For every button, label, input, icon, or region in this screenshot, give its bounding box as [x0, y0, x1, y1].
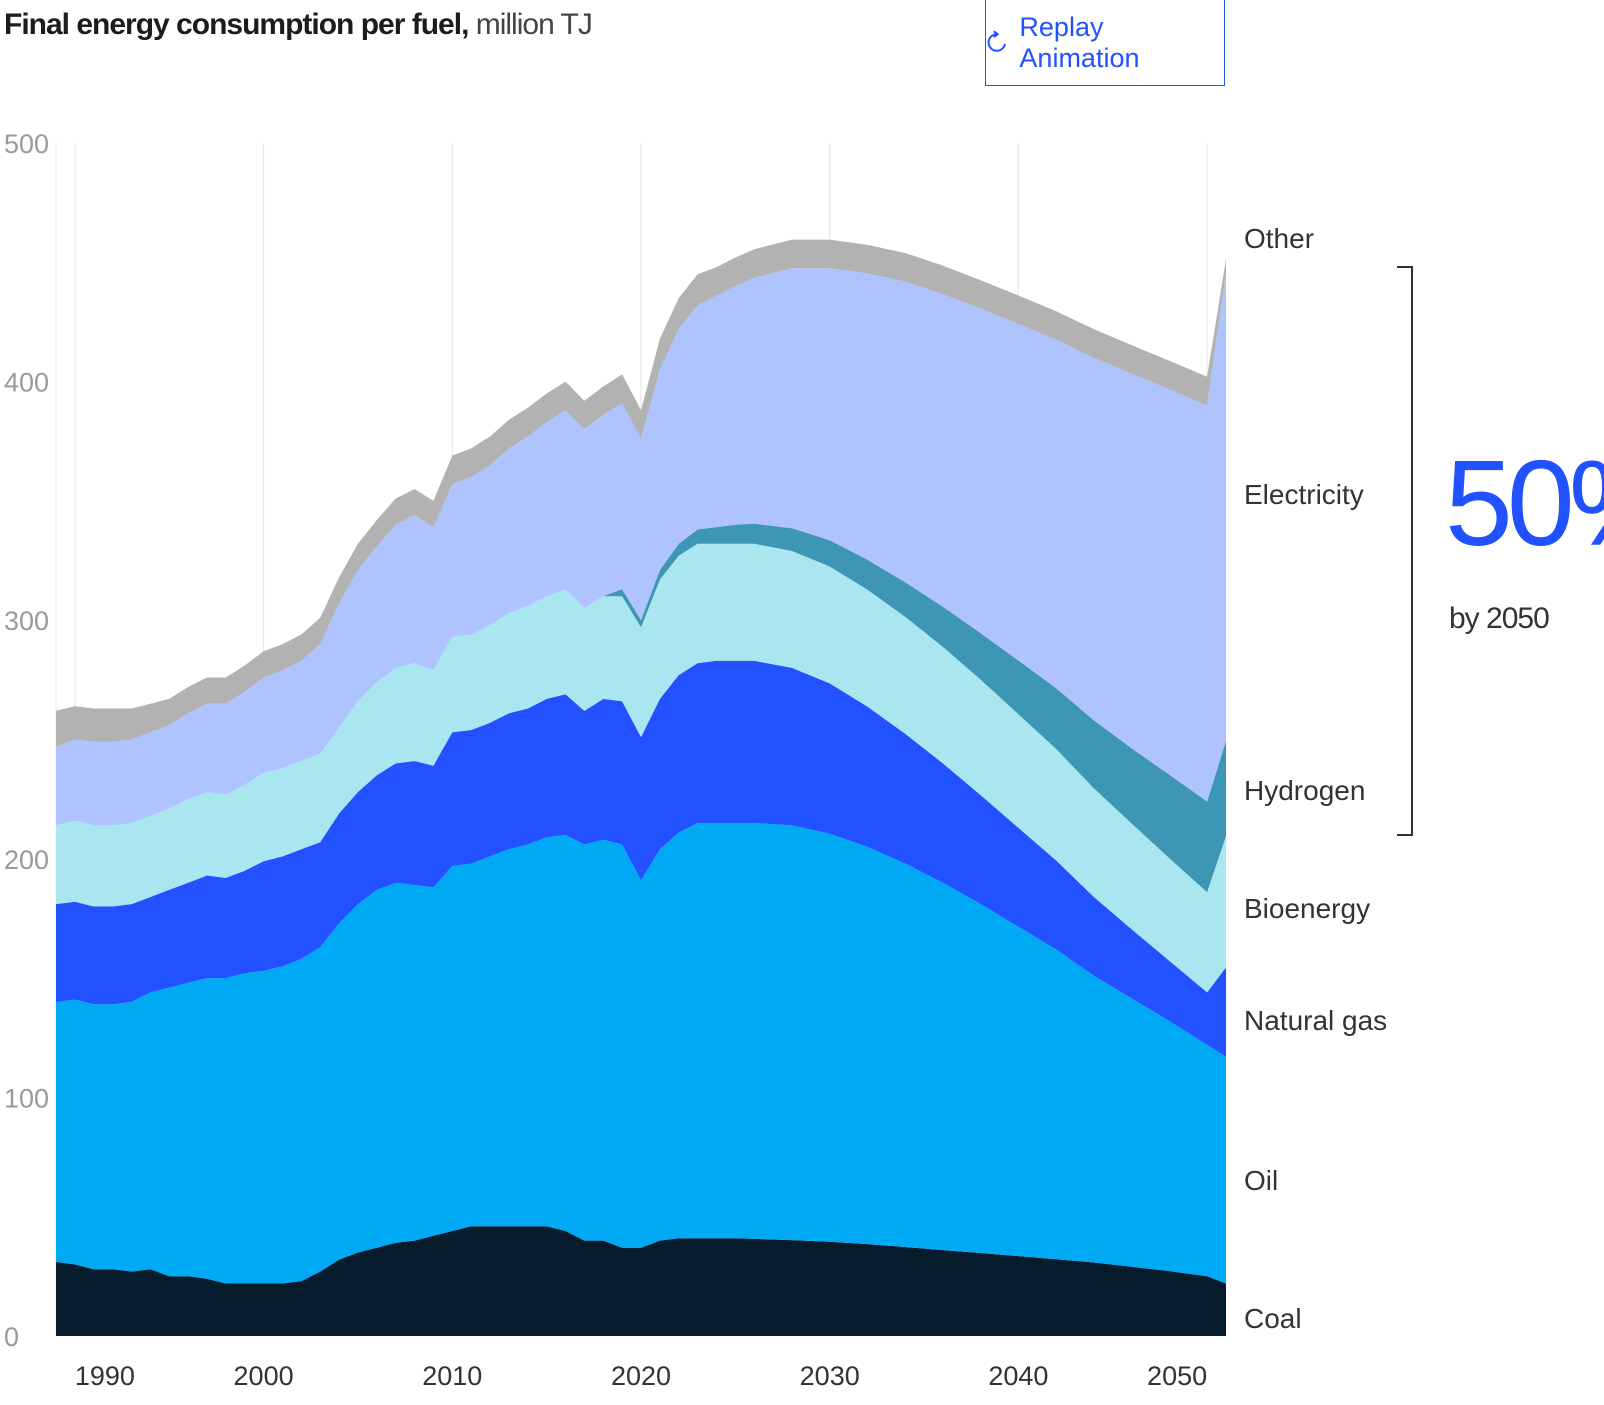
area-coal[interactable]: [56, 1226, 1226, 1336]
axes: 0 100 200 300 400 500 1990 2000 2010 2020 2030 2040…: [4, 129, 1207, 1391]
y-tick-100: 100: [4, 1083, 49, 1113]
area-hydrogen[interactable]: [56, 523, 1226, 893]
x-tick-2030: 2030: [800, 1361, 860, 1391]
label-other: Other: [1244, 223, 1314, 254]
y-tick-400: 400: [4, 368, 49, 398]
replay-icon: [987, 30, 1006, 52]
area-bioenergy[interactable]: [56, 543, 1226, 993]
chart-title-main: Final energy consumption per fuel,: [4, 8, 469, 41]
share-caption: by 2050: [1449, 602, 1550, 635]
y-tick-300: 300: [4, 606, 49, 636]
chart-title-unit: million TJ: [468, 8, 593, 41]
x-tick-2000: 2000: [234, 1361, 294, 1391]
replay-animation-label: Replay Animation: [1019, 11, 1140, 73]
x-tick-2040: 2040: [988, 1361, 1048, 1391]
area-series: [56, 239, 1226, 1336]
x-tick-2010: 2010: [422, 1361, 482, 1391]
y-tick-500: 500: [4, 129, 49, 159]
label-bioenergy: Bioenergy: [1244, 893, 1370, 924]
label-electricity: Electricity: [1244, 479, 1364, 510]
series-labels: Coal Oil Natural gas Bioenergy Hydrogen Elect…: [1244, 223, 1387, 1334]
area-electricity[interactable]: [56, 268, 1226, 826]
area-oil[interactable]: [56, 823, 1226, 1284]
y-tick-0: 0: [4, 1322, 19, 1352]
x-tick-2020: 2020: [611, 1361, 671, 1391]
area-natural-gas[interactable]: [56, 660, 1226, 1057]
chart-title: Final energy consumption per fuel, milli…: [4, 8, 593, 42]
label-natural-gas: Natural gas: [1244, 1005, 1387, 1036]
x-tick-1990: 1990: [75, 1361, 135, 1391]
replay-animation-button[interactable]: Replay Animation: [985, 0, 1225, 86]
y-tick-200: 200: [4, 845, 49, 875]
label-hydrogen: Hydrogen: [1244, 775, 1365, 806]
x-tick-2050: 2050: [1147, 1361, 1207, 1391]
share-percent: 50%: [1445, 435, 1604, 571]
label-oil: Oil: [1244, 1165, 1278, 1196]
label-coal: Coal: [1244, 1303, 1302, 1334]
share-bracket: [1397, 266, 1413, 836]
